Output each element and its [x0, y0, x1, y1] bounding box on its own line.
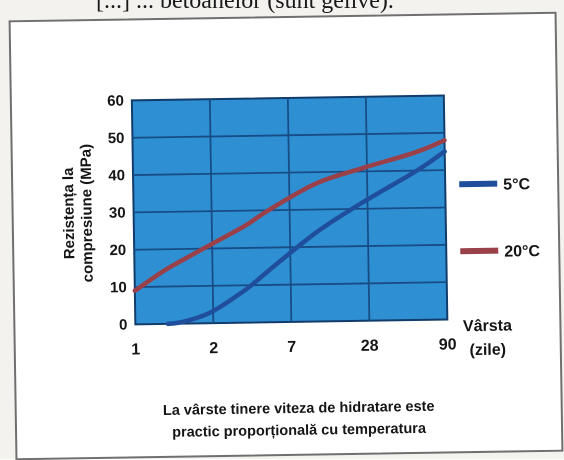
y-tick-label: 10 — [110, 279, 127, 296]
y-tick-label: 60 — [107, 93, 124, 110]
x-tick-label: 7 — [287, 339, 296, 356]
y-tick-label: 50 — [108, 130, 125, 147]
axis-labels: Vârsta (zile) Rezistența la compresiune (MP… — [60, 144, 512, 360]
legend-swatch — [459, 180, 498, 188]
y-axis-label: Rezistența la — [60, 167, 78, 260]
y-tick-label: 40 — [108, 167, 125, 184]
tick-labels: 1 2 7 28 90 0 10 20 30 40 50 60 — [107, 93, 457, 359]
y-tick-label: 30 — [109, 205, 126, 222]
legend-label: 5°C — [503, 176, 531, 193]
x-tick-label: 1 — [131, 341, 140, 358]
strength-chart: 1 2 7 28 90 0 10 20 30 40 50 60 Vârsta (zile) Reziste… — [60, 93, 541, 360]
series-line-20c — [132, 138, 447, 294]
x-tick-label: 2 — [209, 340, 218, 357]
y-axis-unit: compresiune (MPa) — [78, 144, 97, 283]
x-tick-label: 90 — [439, 336, 457, 353]
figure-caption: La vârste tinere viteza de hidratare est… — [89, 395, 510, 446]
y-tick-label: 20 — [109, 242, 126, 259]
grid-line-vertical — [208, 99, 215, 324]
grid-lines — [132, 96, 447, 324]
figure-frame: 1 2 7 28 90 0 10 20 30 40 50 60 Vârsta (zile) Reziste… — [8, 11, 564, 460]
grid-line-vertical — [364, 96, 371, 321]
series-line-5c — [165, 149, 447, 327]
grid-line-vertical — [286, 97, 293, 322]
legend-label: 20°C — [504, 243, 540, 261]
legend-swatch — [460, 247, 499, 255]
x-axis-unit: (zile) — [469, 342, 506, 360]
legend: 5°C 20°C — [459, 176, 541, 261]
header-text-fragment: [...] ... betoanelor (sunt gelive). — [96, 0, 394, 14]
x-tick-label: 28 — [361, 338, 379, 355]
y-tick-label: 0 — [119, 317, 128, 334]
x-axis-label: Vârsta — [463, 317, 512, 335]
series-layer — [132, 138, 447, 327]
